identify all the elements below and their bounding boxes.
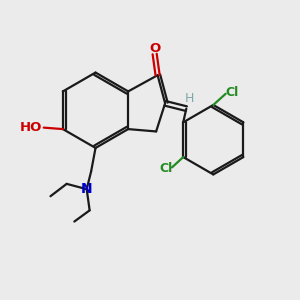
Text: N: N: [81, 182, 92, 196]
Text: Cl: Cl: [159, 162, 172, 175]
Text: O: O: [149, 42, 160, 55]
Text: HO: HO: [20, 121, 43, 134]
Text: H: H: [184, 92, 194, 105]
Text: Cl: Cl: [225, 86, 238, 99]
